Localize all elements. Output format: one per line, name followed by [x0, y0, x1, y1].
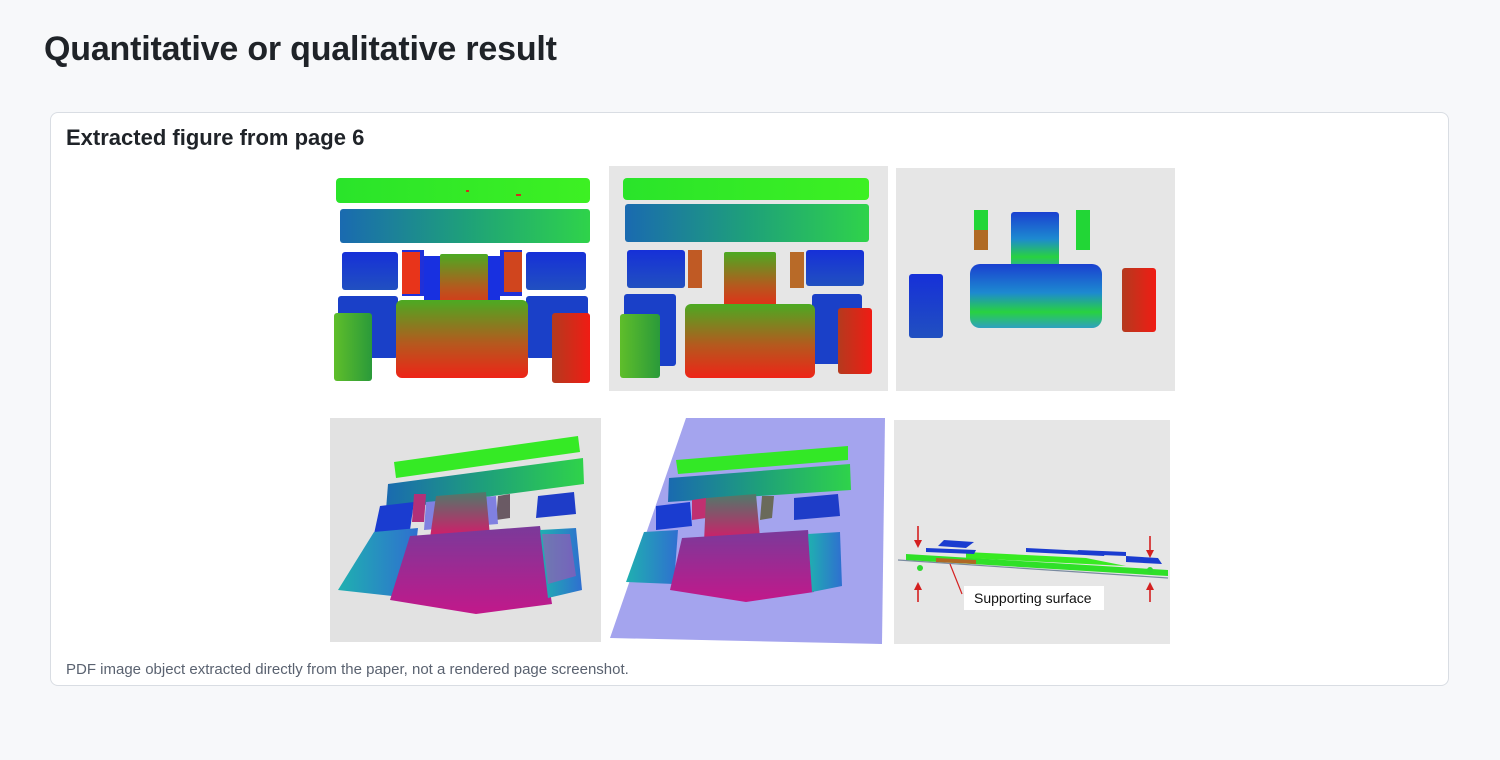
figure-caption: PDF image object extracted directly from… — [66, 661, 629, 678]
panel-top-right — [896, 168, 1175, 391]
panel-bottom-right: Supporting surface — [894, 420, 1170, 644]
panel-bottom-middle — [610, 418, 886, 644]
page-title: Quantitative or qualitative result — [44, 30, 557, 68]
panel-top-middle — [609, 166, 888, 391]
extracted-figure: Supporting surface — [326, 166, 1176, 646]
panel-bottom-left — [330, 418, 601, 642]
figure-card-title: Extracted figure from page 6 — [66, 125, 365, 150]
panel-top-left — [326, 166, 601, 391]
supporting-surface-label: Supporting surface — [974, 590, 1092, 606]
figure-card: Extracted figure from page 6 — [50, 112, 1449, 686]
